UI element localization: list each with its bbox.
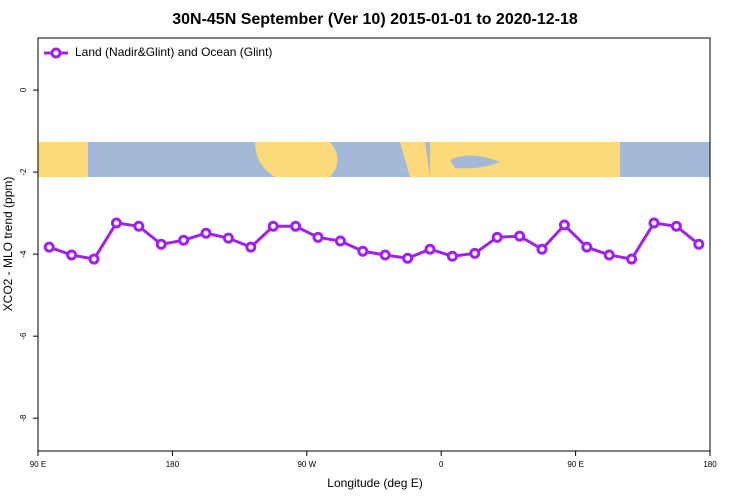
data-point [670, 220, 682, 232]
y-tick-label: -2 [19, 168, 28, 176]
data-point [88, 253, 100, 265]
y-axis-label: XCO2 - MLO trend (ppm) [1, 177, 15, 312]
chart-title: 30N-45N September (Ver 10) 2015-01-01 to… [172, 11, 578, 28]
data-point [581, 241, 593, 253]
data-point [379, 249, 391, 261]
data-point [110, 217, 122, 229]
x-tick-label: 90 E [30, 460, 46, 469]
data-point [536, 243, 548, 255]
data-point [626, 253, 638, 265]
data-point [200, 227, 212, 239]
data-point [402, 252, 414, 264]
x-axis-label: Longitude (deg E) [327, 476, 422, 490]
data-point [222, 232, 234, 244]
x-tick-label: 180 [703, 460, 717, 469]
data-point [648, 217, 660, 229]
data-point [267, 220, 279, 232]
data-point [155, 238, 167, 250]
data-point [424, 243, 436, 255]
x-tick-label: 90 E [567, 460, 583, 469]
data-point [334, 235, 346, 247]
data-point [245, 241, 257, 253]
y-tick-label: -8 [19, 414, 28, 422]
data-point [469, 247, 481, 259]
data-point [133, 220, 145, 232]
legend-label: Land (Nadir&Glint) and Ocean (Glint) [75, 45, 272, 59]
data-point [603, 249, 615, 261]
x-tick-label: 90 W [297, 460, 316, 469]
data-point [178, 234, 190, 246]
data-point [66, 249, 78, 261]
data-point [446, 250, 458, 262]
data-point [43, 241, 55, 253]
legend: Land (Nadir&Glint) and Ocean (Glint) [44, 45, 272, 59]
data-point [290, 220, 302, 232]
legend-marker [50, 47, 62, 59]
data-point [693, 238, 705, 250]
series-line [48, 221, 700, 261]
map-strip [38, 142, 710, 177]
data-point [357, 245, 369, 257]
y-tick-label: 0 [19, 87, 28, 92]
y-tick-label: -6 [19, 332, 28, 340]
plot-frame [37, 37, 711, 452]
data-point [558, 219, 570, 231]
data-point [491, 231, 503, 243]
y-tick-label: -4 [19, 250, 28, 258]
x-tick-label: 180 [166, 460, 180, 469]
data-point [514, 230, 526, 242]
x-tick-label: 0 [439, 460, 444, 469]
data-point [312, 231, 324, 243]
